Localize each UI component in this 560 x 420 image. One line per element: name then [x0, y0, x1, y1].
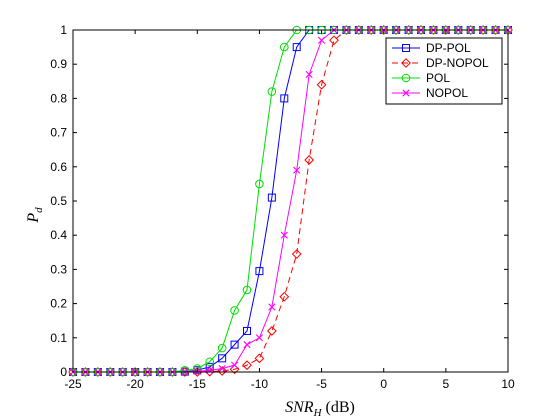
- y-tick-label: 0.1: [50, 331, 67, 345]
- data-point-dp-pol: [292, 43, 301, 52]
- y-axis-label-sub: d: [33, 207, 45, 213]
- data-point-dp-nopol: [279, 291, 290, 302]
- legend-marker-dp-pol: [402, 44, 410, 52]
- x-tick-label: -20: [126, 377, 144, 391]
- y-tick-label: 0.2: [50, 297, 67, 311]
- data-point-dp-pol: [243, 326, 251, 335]
- data-point-nopol: [280, 231, 288, 239]
- y-tick-label: 0.4: [50, 228, 67, 242]
- data-point-nopol: [255, 334, 264, 342]
- y-tick-label: 1: [60, 23, 67, 37]
- data-point-pol: [279, 42, 289, 52]
- data-point-dp-nopol: [266, 326, 277, 336]
- data-point-dp-pol: [280, 94, 289, 103]
- legend-label-nopol: NOPOL: [426, 86, 468, 100]
- data-point-dp-nopol: [316, 79, 327, 90]
- legend-entry-dp-nopol: DP-NOPOL: [392, 56, 489, 70]
- data-point-nopol: [243, 341, 251, 349]
- x-axis-label-sub: H: [313, 407, 323, 419]
- data-point-pol: [230, 306, 239, 315]
- data-point-nopol: [230, 361, 239, 369]
- axis-labels: SNRH (dB) Pd: [25, 207, 355, 419]
- data-point-dp-pol: [267, 193, 276, 202]
- x-axis-label-main: SNR: [285, 399, 314, 416]
- x-tick-label: -5: [316, 377, 327, 391]
- legend-entry-nopol: NOPOL: [392, 86, 468, 100]
- y-tick-label: 0.6: [50, 160, 67, 174]
- legend-label-dp-pol: DP-POL: [426, 41, 471, 55]
- legend-entry-dp-pol: DP-POL: [392, 41, 471, 55]
- x-tick-label: -25: [64, 377, 82, 391]
- data-point-pol: [255, 179, 264, 189]
- data-point-nopol: [218, 364, 226, 373]
- data-point-pol: [180, 365, 190, 375]
- y-tick-label: 0.9: [50, 57, 67, 71]
- x-tick-label: -10: [251, 377, 269, 391]
- y-tick-label: 0.3: [50, 262, 67, 276]
- data-point-dp-nopol: [254, 353, 265, 364]
- legend-label-pol: POL: [426, 71, 450, 85]
- data-point-dp-pol: [255, 267, 264, 276]
- y-tick-label: 0.8: [50, 91, 67, 105]
- data-point-pol: [267, 87, 277, 96]
- legend-marker-pol: [401, 73, 411, 83]
- legend-entry-pol: POL: [392, 71, 450, 85]
- data-point-nopol: [317, 36, 326, 44]
- x-axis-label: SNRH (dB): [285, 399, 355, 419]
- data-point-dp-pol: [218, 354, 227, 363]
- y-tick-label: 0.7: [50, 126, 67, 140]
- data-point-dp-nopol: [329, 35, 339, 46]
- data-point-pol: [242, 285, 252, 295]
- data-point-nopol: [293, 166, 301, 174]
- y-tick-label: 0: [60, 365, 67, 379]
- legend-marker-dp-nopol: [401, 58, 411, 68]
- data-point-nopol: [305, 70, 313, 79]
- data-point-pol: [205, 357, 215, 367]
- data-point-pol: [217, 343, 227, 353]
- data-point-dp-nopol: [291, 249, 302, 259]
- data-point-dp-nopol: [242, 360, 252, 371]
- data-point-dp-pol: [230, 340, 239, 349]
- data-point-dp-nopol: [217, 366, 228, 376]
- y-tick-label: 0.5: [50, 194, 67, 208]
- x-tick-label: 0: [380, 377, 387, 391]
- x-axis-label-unit: (dB): [326, 399, 355, 416]
- data-point-nopol: [268, 303, 276, 311]
- legend-marker-nopol: [402, 89, 410, 97]
- x-tick-label: 5: [443, 377, 450, 391]
- y-axis-label-main: P: [25, 213, 42, 224]
- y-axis-label: Pd: [25, 207, 45, 224]
- data-point-dp-nopol: [304, 155, 315, 165]
- x-tick-label: -15: [189, 377, 207, 391]
- x-tick-label: 10: [501, 377, 515, 391]
- legend-label-dp-nopol: DP-NOPOL: [426, 56, 489, 70]
- axes: -25 -20 -15 -10 -5 0 5 10 0 0.1 0.2 0.3 0.4 0.5 0.6 0.7…: [50, 23, 515, 391]
